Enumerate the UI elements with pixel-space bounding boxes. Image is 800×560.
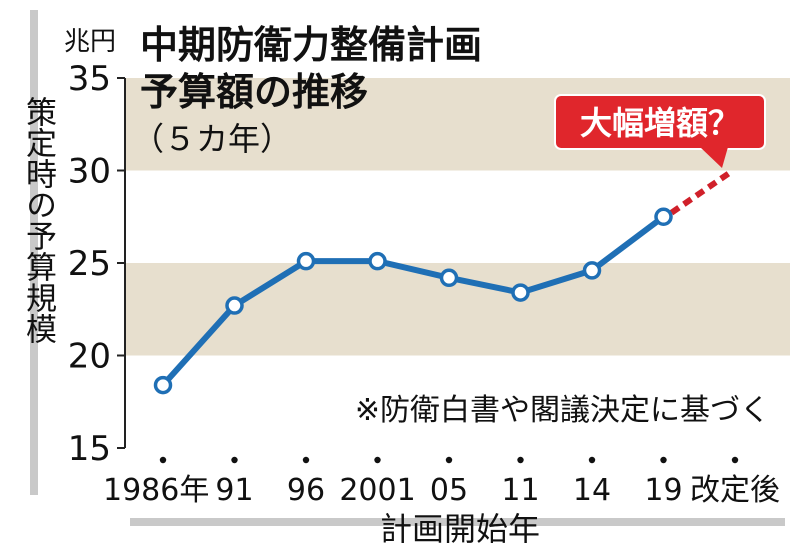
x-tick-label-5: 11: [501, 473, 539, 508]
x-tick-dot-1: [231, 456, 238, 464]
data-point-0: [153, 375, 173, 395]
y-tick-label-35: 35: [68, 59, 111, 99]
x-tick-label-2: 96: [287, 473, 325, 508]
data-point-2: [296, 251, 316, 271]
series-line-0: [160, 213, 667, 389]
unit-label: 兆円: [64, 27, 116, 57]
data-point-3: [368, 251, 387, 271]
x-tick-dot-8: [731, 456, 739, 464]
x-tick-dot-4: [445, 456, 453, 464]
x-tick-dot-5: [517, 456, 524, 464]
x-tick-label-0: 1986年: [103, 473, 209, 508]
callout: 大幅増額？: [554, 94, 766, 168]
callout-pointer: [700, 147, 728, 168]
callout-text: 大幅増額？: [580, 104, 740, 142]
x-tick-label-1: 91: [215, 473, 253, 508]
x-tick-dot-2: [302, 456, 310, 464]
y-tick-label-25: 25: [68, 244, 111, 284]
data-point-6: [582, 261, 602, 280]
series-points: [153, 207, 673, 395]
y-tick-labels: 15 20 25 30 35: [68, 59, 125, 469]
chart-subtitle: （５カ年）: [132, 120, 292, 158]
x-tick-dots: [159, 456, 739, 464]
x-tick-label-6: 14: [573, 473, 611, 508]
x-tick-label-8: 改定後: [690, 473, 780, 508]
decor-bars: [30, 10, 785, 526]
x-tick-dot-7: [660, 456, 667, 464]
bottom-decor-bar: [130, 518, 785, 526]
data-point-4: [439, 268, 459, 288]
x-tick-dot-0: [159, 456, 167, 464]
y-axis-label: 策定時の予算規模: [20, 96, 57, 344]
note-text: ※防衛白書や閣議決定に基づく: [355, 393, 770, 428]
x-tick-dot-3: [374, 456, 381, 464]
data-point-1: [225, 296, 244, 315]
x-axis-label: 計画開始年: [380, 510, 540, 548]
projection-line: [669, 168, 735, 216]
callout-box: [554, 94, 766, 150]
x-tick-label-3: 2001: [339, 473, 415, 508]
x-tick-label-4: 05: [430, 473, 468, 508]
chart-title-line2: 予算額の推移: [140, 70, 368, 114]
x-tick-dot-6: [588, 456, 596, 464]
series-lines: [160, 168, 735, 389]
left-decor-bar: [30, 10, 38, 495]
x-tick-label-7: 19: [644, 473, 682, 508]
data-point-7: [654, 207, 673, 226]
y-tick-label-15: 15: [68, 429, 111, 469]
chart-title: 中期防衛力整備計画: [140, 23, 482, 67]
y-tick-label-30: 30: [68, 152, 111, 192]
x-tick-labels: 1986年 91 96 2001 05 11 14 19 改定後: [103, 473, 780, 508]
data-point-5: [511, 283, 530, 302]
y-tick-label-20: 20: [68, 337, 111, 377]
